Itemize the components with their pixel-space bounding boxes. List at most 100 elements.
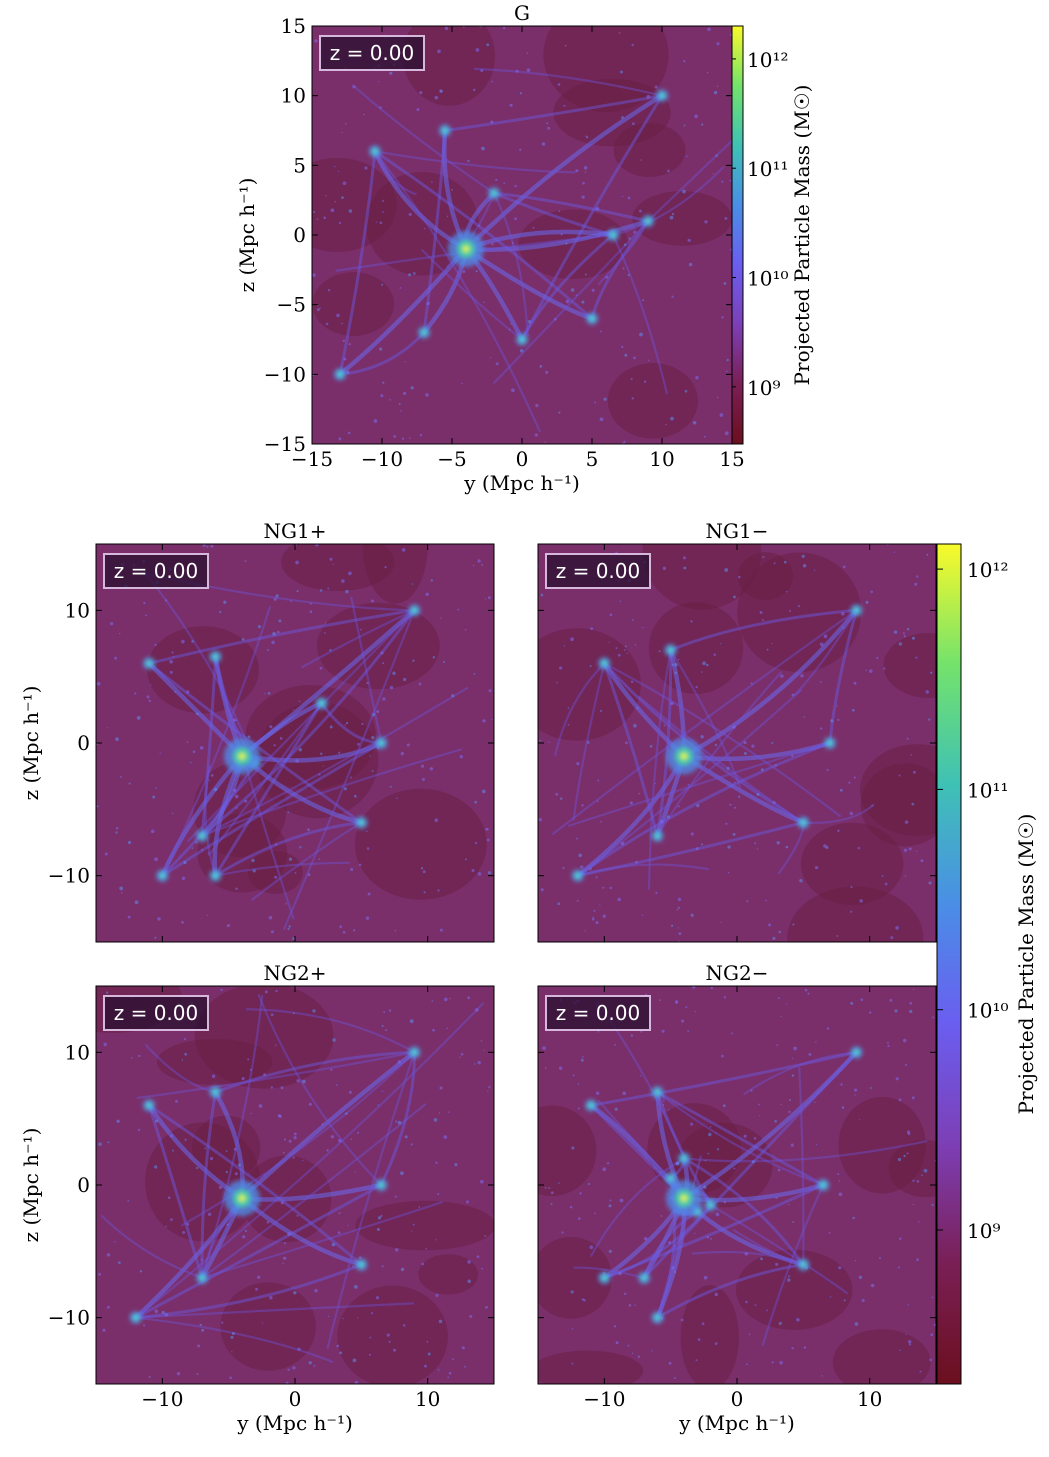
halo-node-core bbox=[411, 1049, 417, 1055]
particle bbox=[350, 1138, 353, 1140]
filament bbox=[134, 1183, 383, 1320]
particle bbox=[131, 1057, 133, 1059]
particle bbox=[538, 817, 542, 822]
filament bbox=[326, 1051, 416, 1349]
particle bbox=[567, 707, 570, 709]
particle bbox=[706, 71, 709, 74]
particle bbox=[724, 431, 729, 436]
particle bbox=[563, 645, 566, 647]
filament bbox=[373, 150, 541, 433]
particle bbox=[721, 180, 724, 183]
particle bbox=[454, 1163, 458, 1167]
particle bbox=[791, 693, 795, 697]
void-region bbox=[312, 157, 397, 252]
particle bbox=[438, 1319, 443, 1324]
filament bbox=[473, 67, 664, 97]
particle bbox=[376, 709, 380, 714]
particle bbox=[671, 1266, 675, 1270]
particle bbox=[388, 1009, 392, 1012]
particle bbox=[617, 897, 621, 902]
particle bbox=[577, 1217, 581, 1220]
filament bbox=[681, 608, 859, 759]
particle bbox=[519, 348, 524, 353]
particle-speckle bbox=[542, 986, 936, 1380]
particle bbox=[581, 1056, 584, 1058]
particle bbox=[348, 209, 353, 213]
particle bbox=[232, 718, 236, 722]
particle bbox=[791, 1074, 795, 1077]
particle bbox=[434, 95, 439, 100]
particle bbox=[674, 662, 678, 667]
particle bbox=[803, 1346, 807, 1349]
particle bbox=[909, 1001, 913, 1005]
particle bbox=[659, 819, 664, 824]
particle bbox=[241, 1077, 245, 1081]
x-axis-label: y (Mpc h⁻¹) bbox=[678, 1411, 795, 1435]
particle bbox=[819, 681, 822, 683]
void-region bbox=[832, 1329, 931, 1384]
particle bbox=[146, 695, 150, 699]
particle-speckle bbox=[538, 544, 933, 942]
particle bbox=[471, 868, 475, 873]
particle bbox=[714, 1342, 718, 1345]
particle bbox=[908, 847, 912, 851]
particle bbox=[727, 871, 730, 874]
void-region bbox=[518, 209, 628, 279]
particle bbox=[904, 875, 907, 877]
particle bbox=[633, 230, 636, 234]
particle bbox=[282, 1262, 284, 1265]
particle bbox=[431, 181, 433, 183]
particle bbox=[338, 1212, 341, 1215]
particle bbox=[738, 795, 741, 798]
particle bbox=[894, 1009, 898, 1013]
particle bbox=[609, 613, 613, 617]
particle bbox=[269, 1296, 273, 1300]
particle bbox=[274, 1044, 277, 1046]
particle bbox=[199, 1323, 202, 1327]
y-tick-label: −15 bbox=[264, 432, 306, 456]
filament bbox=[655, 1090, 825, 1187]
particle bbox=[183, 861, 187, 865]
particle bbox=[594, 1212, 597, 1215]
particle bbox=[675, 1000, 679, 1004]
particle bbox=[821, 1375, 823, 1377]
particle bbox=[776, 841, 780, 845]
particle bbox=[250, 1112, 252, 1115]
particle bbox=[491, 243, 494, 246]
particle bbox=[171, 651, 174, 654]
particle bbox=[527, 320, 532, 324]
particle bbox=[343, 787, 347, 791]
filament bbox=[201, 687, 469, 837]
particle bbox=[766, 1309, 768, 1312]
particle bbox=[912, 988, 915, 990]
filament bbox=[144, 1043, 217, 1094]
particle bbox=[299, 846, 302, 849]
particle bbox=[219, 610, 222, 614]
filament bbox=[554, 662, 606, 757]
particle bbox=[759, 1114, 761, 1117]
particle bbox=[196, 1166, 199, 1170]
particle bbox=[581, 300, 585, 304]
particle bbox=[251, 858, 255, 863]
particle bbox=[535, 403, 539, 408]
particle bbox=[235, 887, 238, 891]
particle bbox=[165, 1225, 167, 1228]
halo-node-core bbox=[319, 700, 325, 706]
filament bbox=[669, 649, 742, 789]
particle bbox=[906, 1130, 911, 1134]
particle bbox=[587, 741, 590, 744]
particle bbox=[266, 1220, 270, 1224]
particle bbox=[558, 210, 561, 213]
particle bbox=[435, 1161, 438, 1164]
particle bbox=[853, 681, 857, 685]
particle bbox=[397, 1120, 402, 1125]
particle bbox=[313, 1364, 316, 1367]
particle bbox=[916, 1180, 920, 1183]
filament bbox=[647, 649, 672, 890]
particle bbox=[684, 389, 688, 393]
particle bbox=[213, 787, 218, 792]
particle bbox=[683, 124, 686, 127]
particle bbox=[489, 356, 492, 359]
particle bbox=[785, 845, 789, 849]
particle bbox=[267, 648, 270, 651]
